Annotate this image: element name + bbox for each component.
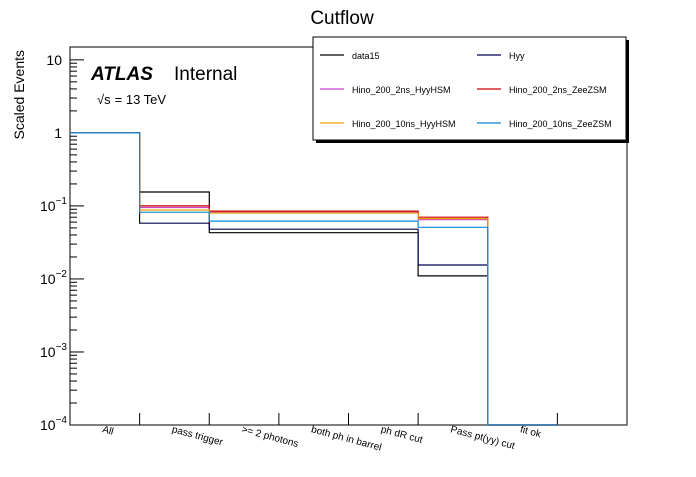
y-tick-label: 10−3 xyxy=(40,342,67,360)
y-axis-label: Scaled Events xyxy=(11,50,27,140)
series-line-Hyy xyxy=(70,132,558,426)
x-tick-label: Pass pt(yy) cut xyxy=(449,424,516,452)
y-tick-label: 10 xyxy=(46,52,62,68)
series-line-Hino_200_2ns_HyyHSM xyxy=(70,132,558,426)
legend-box xyxy=(312,36,627,141)
y-tick-label: 10−1 xyxy=(40,196,67,214)
energy-value: = 13 TeV xyxy=(115,92,167,107)
y-tick-label: 10−2 xyxy=(40,269,67,287)
legend-label: Hino_200_2ns_HyyHSM xyxy=(352,85,451,95)
y-tick-label: 10−4 xyxy=(40,415,67,433)
x-tick-label: All xyxy=(101,424,115,438)
x-tick-label: both ph in barrel xyxy=(310,424,383,453)
series-line-Hino_200_10ns_HyyHSM xyxy=(70,132,558,426)
legend-label: Hino_200_10ns_HyyHSM xyxy=(352,119,456,129)
legend-label: data15 xyxy=(352,51,380,61)
y-axis-ticks: 10−4 10−3 10−2 10−1 1 10 xyxy=(40,52,84,433)
energy-sqrt: √s xyxy=(97,92,111,107)
atlas-label: ATLAS Internal √s = 13 TeV xyxy=(90,64,237,107)
chart-title: Cutflow xyxy=(310,8,374,29)
energy-label: √s = 13 TeV xyxy=(97,92,166,107)
x-tick-label: pass trigger xyxy=(171,424,225,448)
series-line-Hino_200_10ns_ZeeZSM xyxy=(70,132,558,426)
legend-label: Hino_200_10ns_ZeeZSM xyxy=(509,119,612,129)
atlas-text: ATLAS xyxy=(90,64,153,85)
series-line-data15 xyxy=(70,132,558,426)
series-line-Hino_200_2ns_ZeeZSM xyxy=(70,132,558,426)
x-axis-ticks: All pass trigger >= 2 photons both ph in ba… xyxy=(69,413,628,454)
series-layer xyxy=(70,132,558,426)
x-tick-label: ph dR cut xyxy=(380,424,424,446)
legend: data15 Hyy Hino_200_2ns_HyyHSM Hino_200_2ns… xyxy=(312,36,629,143)
legend-label: Hino_200_2ns_ZeeZSM xyxy=(509,85,607,95)
x-tick-label: >= 2 photons xyxy=(240,424,299,450)
legend-label: Hyy xyxy=(509,51,525,61)
y-tick-label: 1 xyxy=(54,125,62,141)
legend-entries: data15 Hyy Hino_200_2ns_HyyHSM Hino_200_2ns… xyxy=(320,51,612,129)
internal-text: Internal xyxy=(174,64,237,85)
x-tick-label: fit ok xyxy=(519,424,543,440)
